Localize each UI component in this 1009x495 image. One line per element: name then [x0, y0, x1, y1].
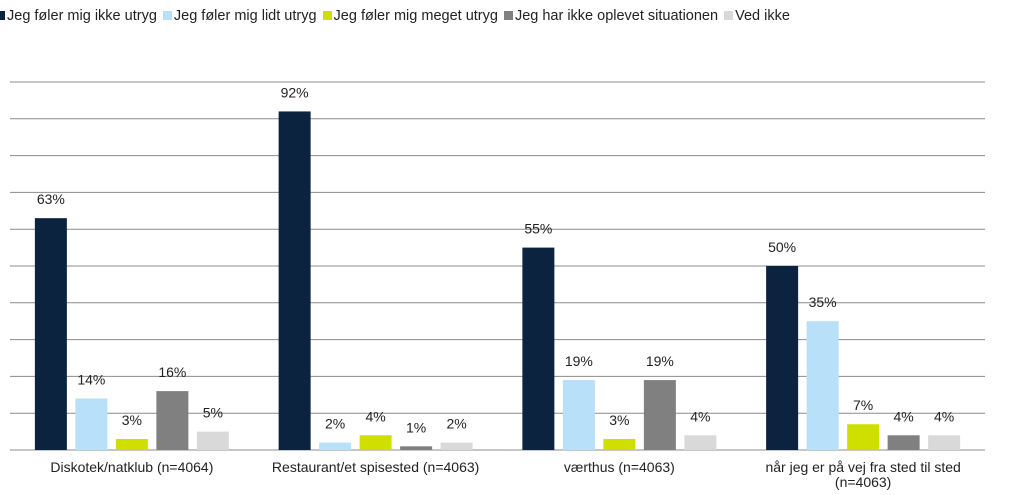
- legend-swatch: [724, 11, 734, 20]
- data-label: 2%: [447, 416, 467, 432]
- bar: [75, 398, 108, 450]
- legend-label: Jeg føler mig meget utryg: [333, 8, 498, 24]
- x-tick-label: når jeg er på vej fra sted til sted (n=4…: [765, 459, 961, 490]
- bar: [440, 442, 473, 450]
- data-label: 35%: [809, 294, 837, 310]
- legend: Jeg føler mig ikke utryg Jeg føler mig li…: [0, 8, 1009, 24]
- legend-item: Jeg føler mig meget utryg: [322, 8, 498, 24]
- bar: [806, 321, 839, 450]
- legend-label: Ved ikke: [735, 8, 790, 24]
- legend-label: Jeg føler mig ikke utryg: [7, 8, 157, 24]
- data-label: 14%: [77, 371, 105, 387]
- legend-swatch: [0, 11, 5, 20]
- data-label: 3%: [122, 412, 142, 428]
- x-tick-label: værthus (n=4063): [563, 459, 675, 475]
- data-label: 4%: [366, 408, 386, 424]
- legend-item: Jeg har ikke oplevet situationen: [503, 8, 719, 24]
- bar: [359, 435, 392, 450]
- bar: [34, 218, 67, 450]
- bar: [115, 438, 148, 450]
- bar: [603, 438, 636, 450]
- bar: [847, 424, 880, 450]
- data-label: 19%: [646, 353, 674, 369]
- bar: [887, 435, 920, 450]
- legend-swatch: [162, 11, 172, 20]
- data-label: 4%: [690, 408, 710, 424]
- bar: [400, 446, 433, 450]
- data-label: 55%: [524, 221, 552, 237]
- data-label: 50%: [768, 239, 796, 255]
- data-label: 19%: [565, 353, 593, 369]
- legend-item: Ved ikke: [724, 8, 790, 24]
- bar: [522, 247, 555, 450]
- data-label: 16%: [158, 364, 186, 380]
- data-label: 2%: [325, 416, 345, 432]
- data-label: 4%: [894, 408, 914, 424]
- bar: [196, 431, 229, 450]
- x-tick-label: Diskotek/natklub (n=4064): [50, 459, 214, 475]
- bar: [562, 380, 595, 450]
- data-label: 5%: [203, 405, 223, 421]
- data-label: 7%: [853, 397, 873, 413]
- legend-label: Jeg føler mig lidt utryg: [173, 8, 317, 24]
- legend-swatch: [322, 11, 332, 20]
- legend-swatch: [503, 11, 513, 20]
- bar: [278, 111, 311, 450]
- data-label: 63%: [37, 191, 65, 207]
- data-label: 1%: [406, 419, 426, 435]
- data-label: 92%: [281, 84, 309, 100]
- bar: [319, 442, 352, 450]
- bar: [766, 266, 799, 450]
- x-tick-label: Restaurant/et spisested (n=4063): [271, 459, 480, 475]
- data-label: 4%: [934, 408, 954, 424]
- legend-label: Jeg har ikke oplevet situationen: [514, 8, 719, 24]
- bar: [156, 391, 189, 450]
- bar: [684, 435, 717, 450]
- legend-item: Jeg føler mig lidt utryg: [162, 8, 317, 24]
- data-label: 3%: [609, 412, 629, 428]
- bar: [928, 435, 961, 450]
- bar: [643, 380, 676, 450]
- legend-item: Jeg føler mig ikke utryg: [0, 8, 157, 24]
